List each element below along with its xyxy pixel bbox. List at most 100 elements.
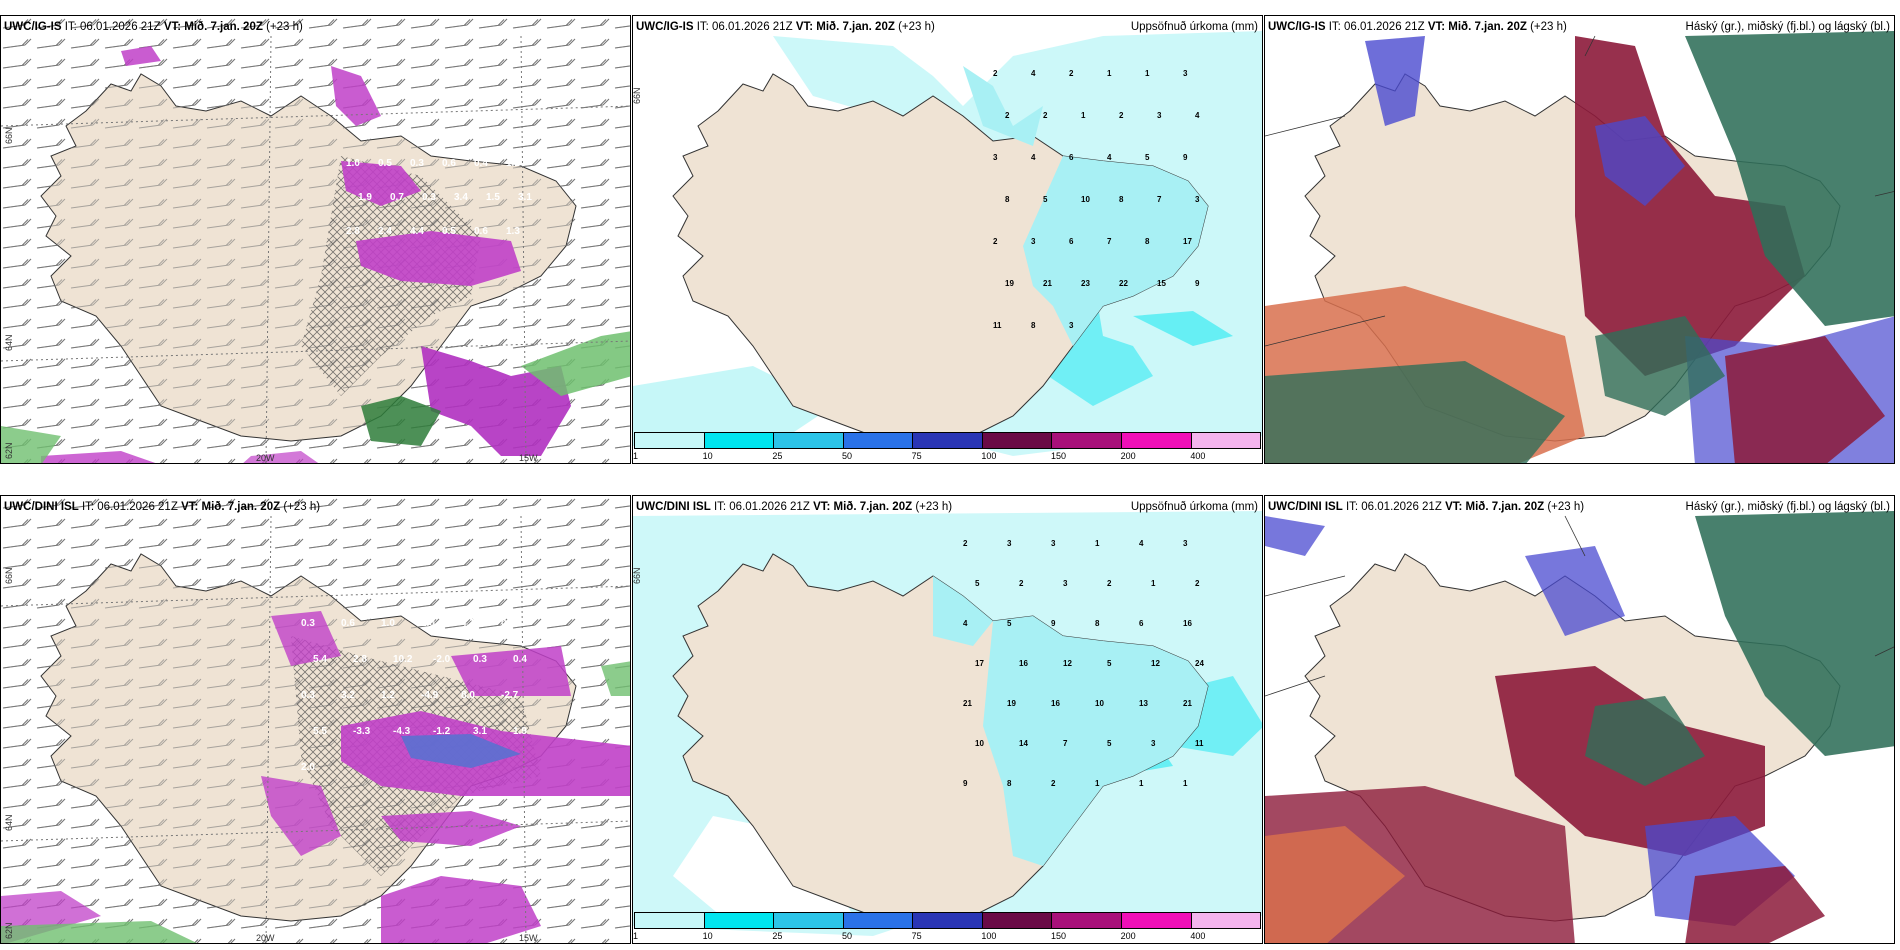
value-label: 4 [1139, 539, 1144, 548]
value-label: 0.9 [501, 618, 515, 629]
legend-tick: 100 [981, 931, 997, 941]
value-label: -4.9 [421, 690, 439, 701]
value-label: 5 [975, 579, 980, 588]
legend-swatch [843, 433, 914, 448]
valid-time: Mið. 7.jan. 20Z [201, 501, 281, 513]
legend-swatch [1191, 433, 1261, 448]
legend-swatch [843, 913, 914, 928]
value-label: 0.3 [422, 192, 436, 203]
value-label: 2 [1119, 111, 1124, 120]
value-label: 2 [993, 237, 998, 246]
value-label: 3.2 [341, 690, 355, 701]
lon-label: 20W [256, 453, 275, 463]
value-label: 3 [1183, 539, 1188, 548]
value-labels: 1.0 0.5 0.3 0.6 0.4 1.2 1.9 0.7 0.3 3.4 1.5 3.1 2.8 2… [346, 158, 532, 237]
valid-time: Mið. 7.jan. 20Z [1448, 21, 1527, 33]
value-label: 21 [1183, 699, 1192, 708]
value-label: 2 [1005, 111, 1010, 120]
value-label: 2 [993, 69, 998, 78]
value-label: 1.9 [358, 192, 372, 203]
value-label: 3 [1183, 69, 1188, 78]
legend-tick: 200 [1120, 451, 1136, 461]
legend-tick: 200 [1120, 931, 1136, 941]
value-label: 1 [1107, 69, 1112, 78]
value-label: 7 [1063, 739, 1068, 748]
value-label: 21 [1043, 279, 1052, 288]
value-label: 12 [1151, 659, 1160, 668]
lon-label: 20W [256, 933, 275, 943]
value-label: 3 [1157, 111, 1162, 120]
value-label: 3 [1007, 539, 1012, 548]
value-label: 0.6 [442, 158, 456, 169]
legend-swatch [774, 913, 844, 928]
value-label: 3.1 [518, 192, 532, 203]
value-label: -2.7 [501, 690, 519, 701]
value-label: 5.5 [313, 726, 327, 737]
magenta-band [341, 161, 421, 206]
value-label: 7 [1107, 237, 1112, 246]
model-name: UWC/IG-IS [636, 21, 694, 33]
lat-label: 64N [4, 334, 14, 351]
low-cloud [1525, 546, 1625, 636]
init-time: IT: 06.01.2026 21Z [1328, 21, 1425, 33]
low-cloud-orange [1265, 826, 1405, 943]
value-label: 0.6 [341, 618, 355, 629]
value-label: 12 [1063, 659, 1072, 668]
value-label: 3 [1069, 321, 1074, 330]
value-label: 16 [1051, 699, 1060, 708]
value-label: 2 [1051, 779, 1056, 788]
value-label: 22 [1119, 279, 1128, 288]
high-cloud [1685, 31, 1894, 326]
lat-label: 66N [632, 87, 642, 104]
value-label: 4 [1107, 153, 1112, 162]
lead-time: (+23 h) [1530, 21, 1567, 33]
legend-swatch [982, 913, 1053, 928]
model-name: UWC/DINI ISL [636, 501, 711, 513]
lat-label: 62N [4, 442, 14, 459]
value-label: 16 [1183, 619, 1192, 628]
lat-label: 66N [4, 127, 14, 144]
legend-swatch [1191, 913, 1261, 928]
value-label: 1.0 [346, 158, 360, 169]
value-label: 0.6 [474, 226, 488, 237]
lat-label: 62N [4, 922, 14, 939]
value-label: 5 [1107, 739, 1112, 748]
value-label: 0.4 [474, 158, 488, 169]
init-time: IT: 06.01.2026 21Z [64, 21, 161, 33]
value-label: 3 [1051, 539, 1056, 548]
value-label: 4 [1195, 111, 1200, 120]
legend-tick: 75 [911, 931, 922, 941]
value-label: 1 [1081, 111, 1086, 120]
init-time: IT: 06.01.2026 21Z [713, 501, 810, 513]
map-title: Háský (gr.), miðský (fj.bl.) og lágský (… [1685, 21, 1890, 33]
lead-time: (+23 h) [266, 21, 303, 33]
legend-tick: 50 [842, 451, 853, 461]
value-label: 2.0 [301, 762, 315, 773]
value-label: 1 [1139, 779, 1144, 788]
valid-time: Mið. 7.jan. 20Z [833, 501, 913, 513]
valid-time: Mið. 7.jan. 20Z [816, 21, 895, 33]
vt-label: VT: [1445, 501, 1463, 513]
value-label: 13 [1139, 699, 1148, 708]
value-label: 1 [1145, 69, 1150, 78]
legend-tick: 75 [911, 451, 922, 461]
legend-tick: 25 [772, 931, 783, 941]
value-label: 0.5 [442, 226, 456, 237]
value-label: 6 [1069, 237, 1074, 246]
value-label: -1.2 [433, 726, 451, 737]
lon-label: 15W [519, 933, 538, 943]
vt-label: VT: [181, 501, 199, 513]
value-label: 1.0 [381, 618, 395, 629]
lat-label: 66N [632, 567, 642, 584]
init-time: IT: 06.01.2026 21Z [696, 21, 793, 33]
value-label: 2 [1019, 579, 1024, 588]
legend-swatch [635, 913, 705, 928]
precip-legend: 1 10 25 50 75 100 150 200 400 [633, 912, 1261, 942]
lat-label: 66N [4, 567, 14, 584]
value-label: 1.5 [486, 192, 500, 203]
legend-tick: 400 [1190, 931, 1206, 941]
map-title: Uppsöfnuð úrkoma (mm) [1130, 21, 1258, 33]
lead-time: (+23 h) [898, 21, 935, 33]
legend-swatch [1121, 913, 1192, 928]
value-label: 5.4 [313, 654, 327, 665]
